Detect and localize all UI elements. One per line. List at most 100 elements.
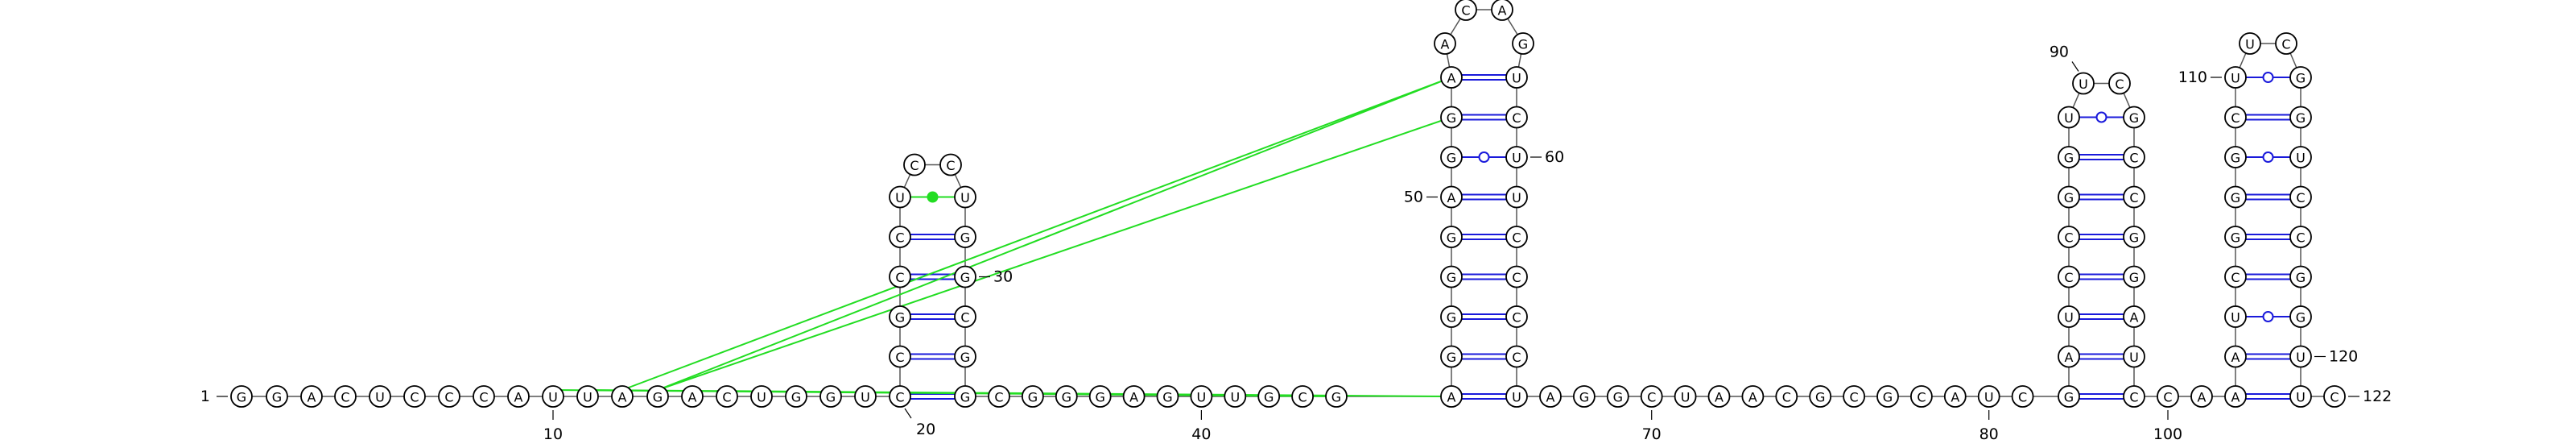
nucleotide: C [2108, 72, 2131, 95]
svg-text:A: A [1441, 37, 1450, 52]
nucleotide: G [1876, 385, 1899, 408]
nucleotide: G [2289, 305, 2312, 328]
svg-text:G: G [960, 230, 970, 246]
nucleotide: G [1440, 226, 1463, 248]
nucleotide: G [2289, 265, 2312, 288]
svg-text:U: U [2129, 350, 2139, 365]
svg-text:U: U [2079, 77, 2088, 92]
nucleotide: U [1190, 385, 1213, 408]
nucleotide: U [2072, 72, 2095, 95]
svg-text:G: G [2231, 230, 2240, 246]
svg-text:C: C [1512, 270, 1521, 285]
nucleotide: U [2289, 146, 2312, 168]
base-pair [2079, 193, 2124, 201]
position-label: 40 [1191, 410, 1211, 443]
nucleotide: C [1505, 345, 1528, 368]
svg-text:G: G [1447, 350, 1456, 365]
nucleotide: C [939, 153, 962, 176]
nucleotide: U [1505, 66, 1528, 89]
svg-text:30: 30 [993, 268, 1013, 286]
svg-text:A: A [688, 390, 697, 405]
svg-text:60: 60 [1545, 148, 1564, 166]
svg-text:U: U [757, 390, 766, 405]
nucleotide: G [1055, 385, 1078, 408]
pseudoknot-link [621, 77, 1452, 391]
svg-text:80: 80 [1979, 425, 1999, 443]
nucleotide: A [1943, 385, 1967, 408]
nucleotide: C [1291, 385, 1314, 408]
svg-text:A: A [1447, 190, 1456, 205]
nucleotide: U [2239, 32, 2261, 55]
svg-text:A: A [1748, 390, 1757, 405]
nucleotide: A [681, 385, 704, 408]
nucleotide: A [1440, 185, 1463, 209]
position-label: 90 [2050, 44, 2079, 72]
nucleotide: U [369, 385, 391, 408]
svg-text:A: A [308, 390, 316, 405]
nucleotide: U [854, 385, 877, 408]
nucleotide: C [2224, 106, 2247, 129]
svg-text:G: G [1447, 151, 1456, 166]
base-pair [2246, 114, 2290, 121]
nucleotide: G [2123, 226, 2145, 248]
nucleotide: A [1491, 0, 1513, 21]
svg-text:U: U [583, 390, 592, 405]
svg-text:U: U [548, 390, 558, 405]
nucleotide: C [334, 385, 357, 408]
base-pair [1462, 74, 1506, 81]
base-pair [910, 234, 955, 240]
nucleotide: C [438, 385, 460, 408]
svg-text:A: A [1546, 390, 1555, 405]
base-pair [1462, 234, 1506, 240]
nucleotide: U [1505, 385, 1528, 408]
svg-text:G: G [1264, 390, 1274, 405]
svg-text:G: G [1028, 390, 1038, 405]
svg-text:C: C [2231, 270, 2240, 285]
svg-text:G: G [2296, 110, 2306, 126]
svg-text:U: U [895, 190, 905, 205]
svg-text:A: A [514, 390, 523, 405]
nucleotide: G [1440, 106, 1463, 129]
nucleotide: U [2224, 305, 2247, 328]
svg-text:U: U [375, 390, 385, 405]
nucleotide: C [1505, 305, 1528, 328]
base-pair [2079, 393, 2124, 400]
nucleotide: U [1224, 385, 1247, 408]
svg-text:C: C [895, 350, 904, 365]
svg-text:G: G [2064, 190, 2074, 205]
svg-text:C: C [2163, 390, 2172, 405]
svg-text:90: 90 [2050, 44, 2069, 61]
nucleotide: A [2224, 385, 2247, 408]
svg-text:A: A [2231, 390, 2240, 405]
base-pair [2246, 311, 2290, 322]
nucleotide: G [2058, 146, 2080, 168]
svg-text:U: U [1681, 390, 1690, 405]
nucleotide: G [1573, 385, 1596, 408]
nucleotide: C [473, 385, 495, 408]
svg-text:G: G [1447, 270, 1456, 285]
svg-text:C: C [1512, 230, 1521, 246]
position-label: 60 [1530, 148, 1564, 166]
svg-text:C: C [410, 390, 419, 405]
svg-text:G: G [272, 390, 282, 405]
svg-text:U: U [2296, 390, 2306, 405]
nucleotide: C [1640, 385, 1663, 408]
nucleotide: A [1440, 66, 1463, 89]
svg-text:G: G [1447, 310, 1456, 326]
nucleotide: C [2275, 32, 2297, 55]
nucleotide: U [1977, 385, 2000, 408]
nucleotide: G [2224, 185, 2247, 209]
base-pair [2079, 234, 2124, 240]
svg-text:G: G [826, 390, 836, 405]
nucleotide: C [2289, 226, 2312, 248]
nucleotide: A [2123, 305, 2145, 328]
position-label: 80 [1979, 410, 1999, 443]
base-pair [1462, 151, 1506, 163]
nucleotide: G [2289, 66, 2312, 89]
base-pair [1462, 114, 1506, 121]
svg-text:G: G [1447, 230, 1456, 246]
nucleotide: U [2123, 345, 2145, 368]
nucleotide: G [819, 385, 842, 408]
